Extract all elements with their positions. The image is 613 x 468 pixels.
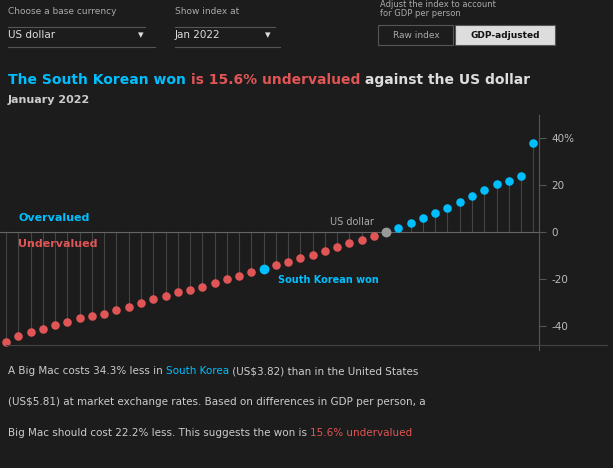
Point <box>197 283 207 290</box>
Text: against the US dollar: against the US dollar <box>360 73 530 87</box>
Text: Big Mac should cost 22.2% less. This suggests the won is: Big Mac should cost 22.2% less. This sug… <box>8 428 310 438</box>
Text: 15.6% undervalued: 15.6% undervalued <box>310 428 413 438</box>
Point <box>283 258 293 266</box>
Point <box>345 239 354 247</box>
Point <box>406 219 416 227</box>
Text: ▾: ▾ <box>138 30 143 40</box>
Point <box>234 272 244 280</box>
Text: Show index at: Show index at <box>175 7 239 16</box>
FancyBboxPatch shape <box>455 25 555 45</box>
Point <box>148 296 158 303</box>
Point <box>516 172 526 180</box>
Point <box>381 229 391 236</box>
FancyBboxPatch shape <box>378 25 453 45</box>
Text: US dollar: US dollar <box>330 217 374 227</box>
Point <box>369 232 379 240</box>
Text: ▾: ▾ <box>265 30 270 40</box>
Point <box>455 198 465 206</box>
Point <box>418 215 428 222</box>
Text: Overvalued: Overvalued <box>18 213 89 223</box>
Point <box>246 269 256 276</box>
Point <box>528 139 538 147</box>
Point <box>479 186 489 194</box>
Point <box>87 312 97 320</box>
Point <box>161 292 170 300</box>
Text: A Big Mac costs 34.3% less in: A Big Mac costs 34.3% less in <box>8 366 166 376</box>
Text: Jan 2022: Jan 2022 <box>175 30 221 40</box>
Point <box>124 303 134 310</box>
Point <box>136 299 146 307</box>
Point <box>112 306 121 314</box>
Text: Choose a base currency: Choose a base currency <box>8 7 116 16</box>
Point <box>443 204 452 212</box>
Point <box>320 248 330 255</box>
Text: is 15.6% undervalued: is 15.6% undervalued <box>191 73 360 87</box>
Text: Raw index: Raw index <box>392 30 440 39</box>
Point <box>99 310 109 317</box>
Text: (US$5.81) at market exchange rates. Based on differences in GDP per person, a: (US$5.81) at market exchange rates. Base… <box>8 397 425 407</box>
Point <box>492 181 501 188</box>
Point <box>295 255 305 262</box>
Point <box>50 322 60 329</box>
Text: (US$3.82) than in the United States: (US$3.82) than in the United States <box>229 366 419 376</box>
Point <box>185 286 195 294</box>
Text: US dollar: US dollar <box>8 30 55 40</box>
Point <box>504 177 514 184</box>
Text: South Korean won: South Korean won <box>278 275 379 285</box>
Point <box>26 329 36 336</box>
Point <box>13 332 23 340</box>
Text: The South Korean won: The South Korean won <box>8 73 191 87</box>
Point <box>430 209 440 216</box>
Point <box>332 243 342 250</box>
Point <box>63 318 72 326</box>
Text: for GDP per person: for GDP per person <box>380 9 461 18</box>
Point <box>357 236 367 243</box>
Point <box>1 338 11 345</box>
Point <box>222 276 232 283</box>
Point <box>467 192 477 200</box>
Point <box>75 314 85 322</box>
Point <box>210 279 219 287</box>
Point <box>173 289 183 296</box>
Text: GDP-adjusted: GDP-adjusted <box>470 30 540 39</box>
Text: South Korea: South Korea <box>166 366 229 376</box>
Point <box>271 262 281 269</box>
Point <box>38 325 48 333</box>
Text: Adjust the index to account: Adjust the index to account <box>380 0 496 9</box>
Point <box>259 265 268 273</box>
Text: January 2022: January 2022 <box>8 95 90 105</box>
Point <box>394 224 403 232</box>
Point <box>308 251 318 258</box>
Text: Undervalued: Undervalued <box>18 239 98 249</box>
